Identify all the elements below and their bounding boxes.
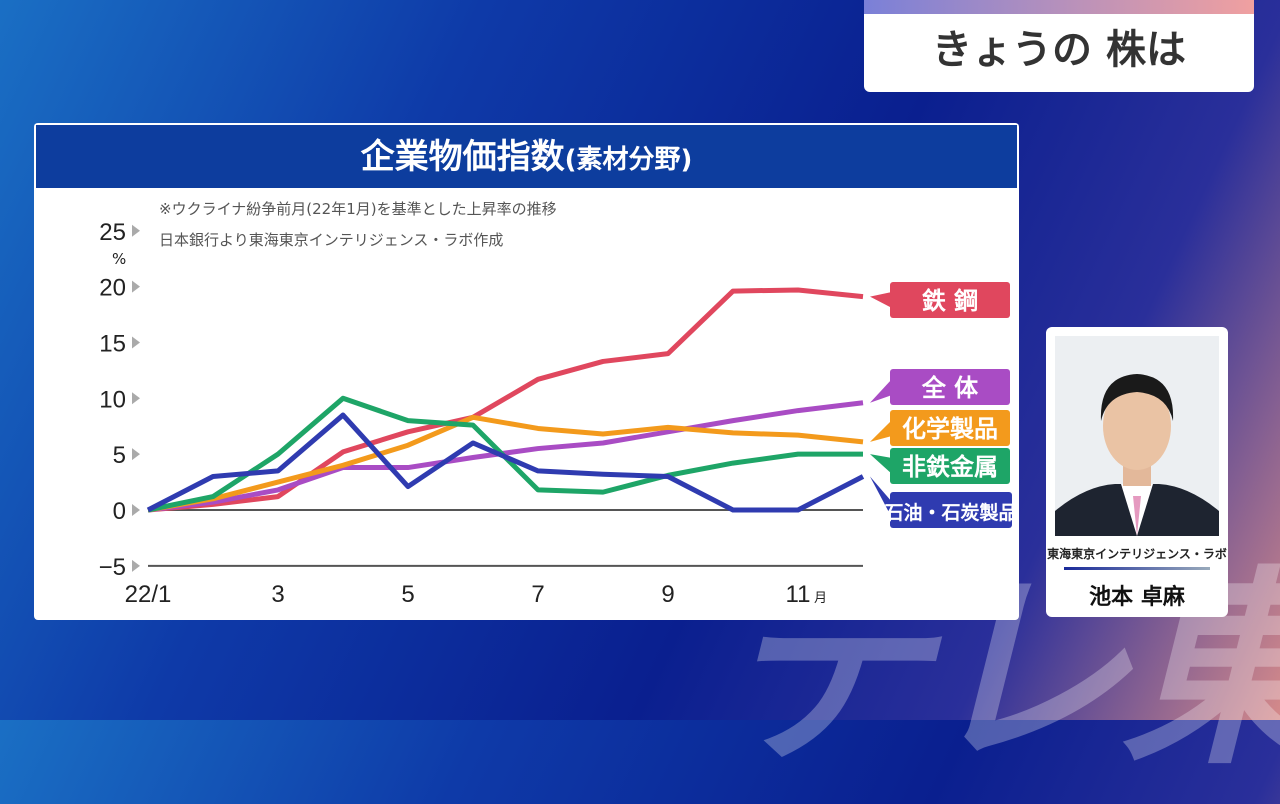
legend-pointer — [870, 454, 892, 474]
chart-title-main: 企業物価指数 — [360, 137, 565, 177]
y-tick-arrow — [132, 448, 140, 461]
legend-label: 化学製品 — [902, 415, 998, 443]
y-tick-label: −5 — [99, 554, 126, 581]
y-tick-arrow — [132, 392, 140, 405]
presenter-org: 東海東京インテリジェンス・ラボ — [1047, 547, 1227, 561]
x-tick-label: 5 — [401, 581, 414, 608]
presenter-card: 東海東京インテリジェンス・ラボ 池本 卓麻 — [1046, 327, 1228, 617]
x-tick-label: 7 — [531, 581, 544, 608]
legend-label: 非鉄金属 — [902, 453, 998, 481]
legend-pointer — [870, 420, 892, 442]
legend-label: 石油・石炭製品 — [883, 502, 1017, 524]
y-tick-label: 5 — [113, 442, 126, 469]
y-tick-arrow — [132, 336, 140, 349]
line-chart: −5 0 5 10 15 20 25% 22/1 3 5 7 9 11 月 鉄 鋼全 体化学製品非鉄金属石油… — [98, 218, 1017, 608]
chart-note: ※ウクライナ紛争前月(22年1月)を基準とした上昇率の推移 — [159, 200, 557, 218]
y-tick-label: 20 — [99, 275, 126, 302]
x-tick-label: 3 — [271, 581, 284, 608]
series-line — [147, 400, 864, 513]
presenter-name: 池本 卓麻 — [1089, 585, 1185, 610]
chart-title: 企業物価指数(素材分野) — [34, 123, 1019, 188]
x-tick-label: 11 — [786, 581, 811, 608]
y-tick-label: 0 — [113, 498, 126, 525]
legend-pointer — [870, 292, 892, 308]
series-line — [147, 287, 864, 513]
y-tick-arrow — [132, 559, 140, 572]
presenter-photo — [1055, 336, 1219, 536]
x-tick-label: 9 — [661, 581, 674, 608]
legend-badge — [890, 282, 1010, 318]
legend-badge — [890, 448, 1010, 484]
legend-badge — [890, 492, 1012, 528]
y-unit-label: % — [112, 250, 126, 268]
segment-title: きょうの 株は — [932, 27, 1186, 73]
legend-pointer — [870, 379, 892, 403]
y-tick-label: 10 — [99, 386, 126, 413]
y-tick-label: 15 — [99, 330, 126, 357]
series-line — [147, 414, 864, 513]
chart-source: 日本銀行より東海東京インテリジェンス・ラボ作成 — [159, 231, 504, 249]
legend-label: 全 体 — [921, 374, 979, 402]
y-tick-label: 25 — [99, 219, 126, 246]
x-unit-label: 月 — [814, 591, 827, 606]
series-line — [146, 412, 865, 513]
legend-badge — [890, 410, 1010, 446]
legend-badge — [890, 369, 1010, 405]
legend-pointer — [870, 476, 892, 518]
chart-panel: 企業物価指数(素材分野) ※ウクライナ紛争前月(22年1月)を基準とした上昇率の… — [34, 123, 1019, 620]
legend-label: 鉄 鋼 — [922, 287, 978, 315]
x-tick-label: 22/1 — [125, 581, 172, 608]
segment-banner: きょうの 株は — [864, 0, 1254, 92]
y-tick-arrow — [132, 224, 140, 237]
chart-subtitle: (素材分野) — [564, 145, 693, 175]
y-tick-arrow — [132, 504, 140, 516]
y-tick-arrow — [132, 280, 140, 293]
